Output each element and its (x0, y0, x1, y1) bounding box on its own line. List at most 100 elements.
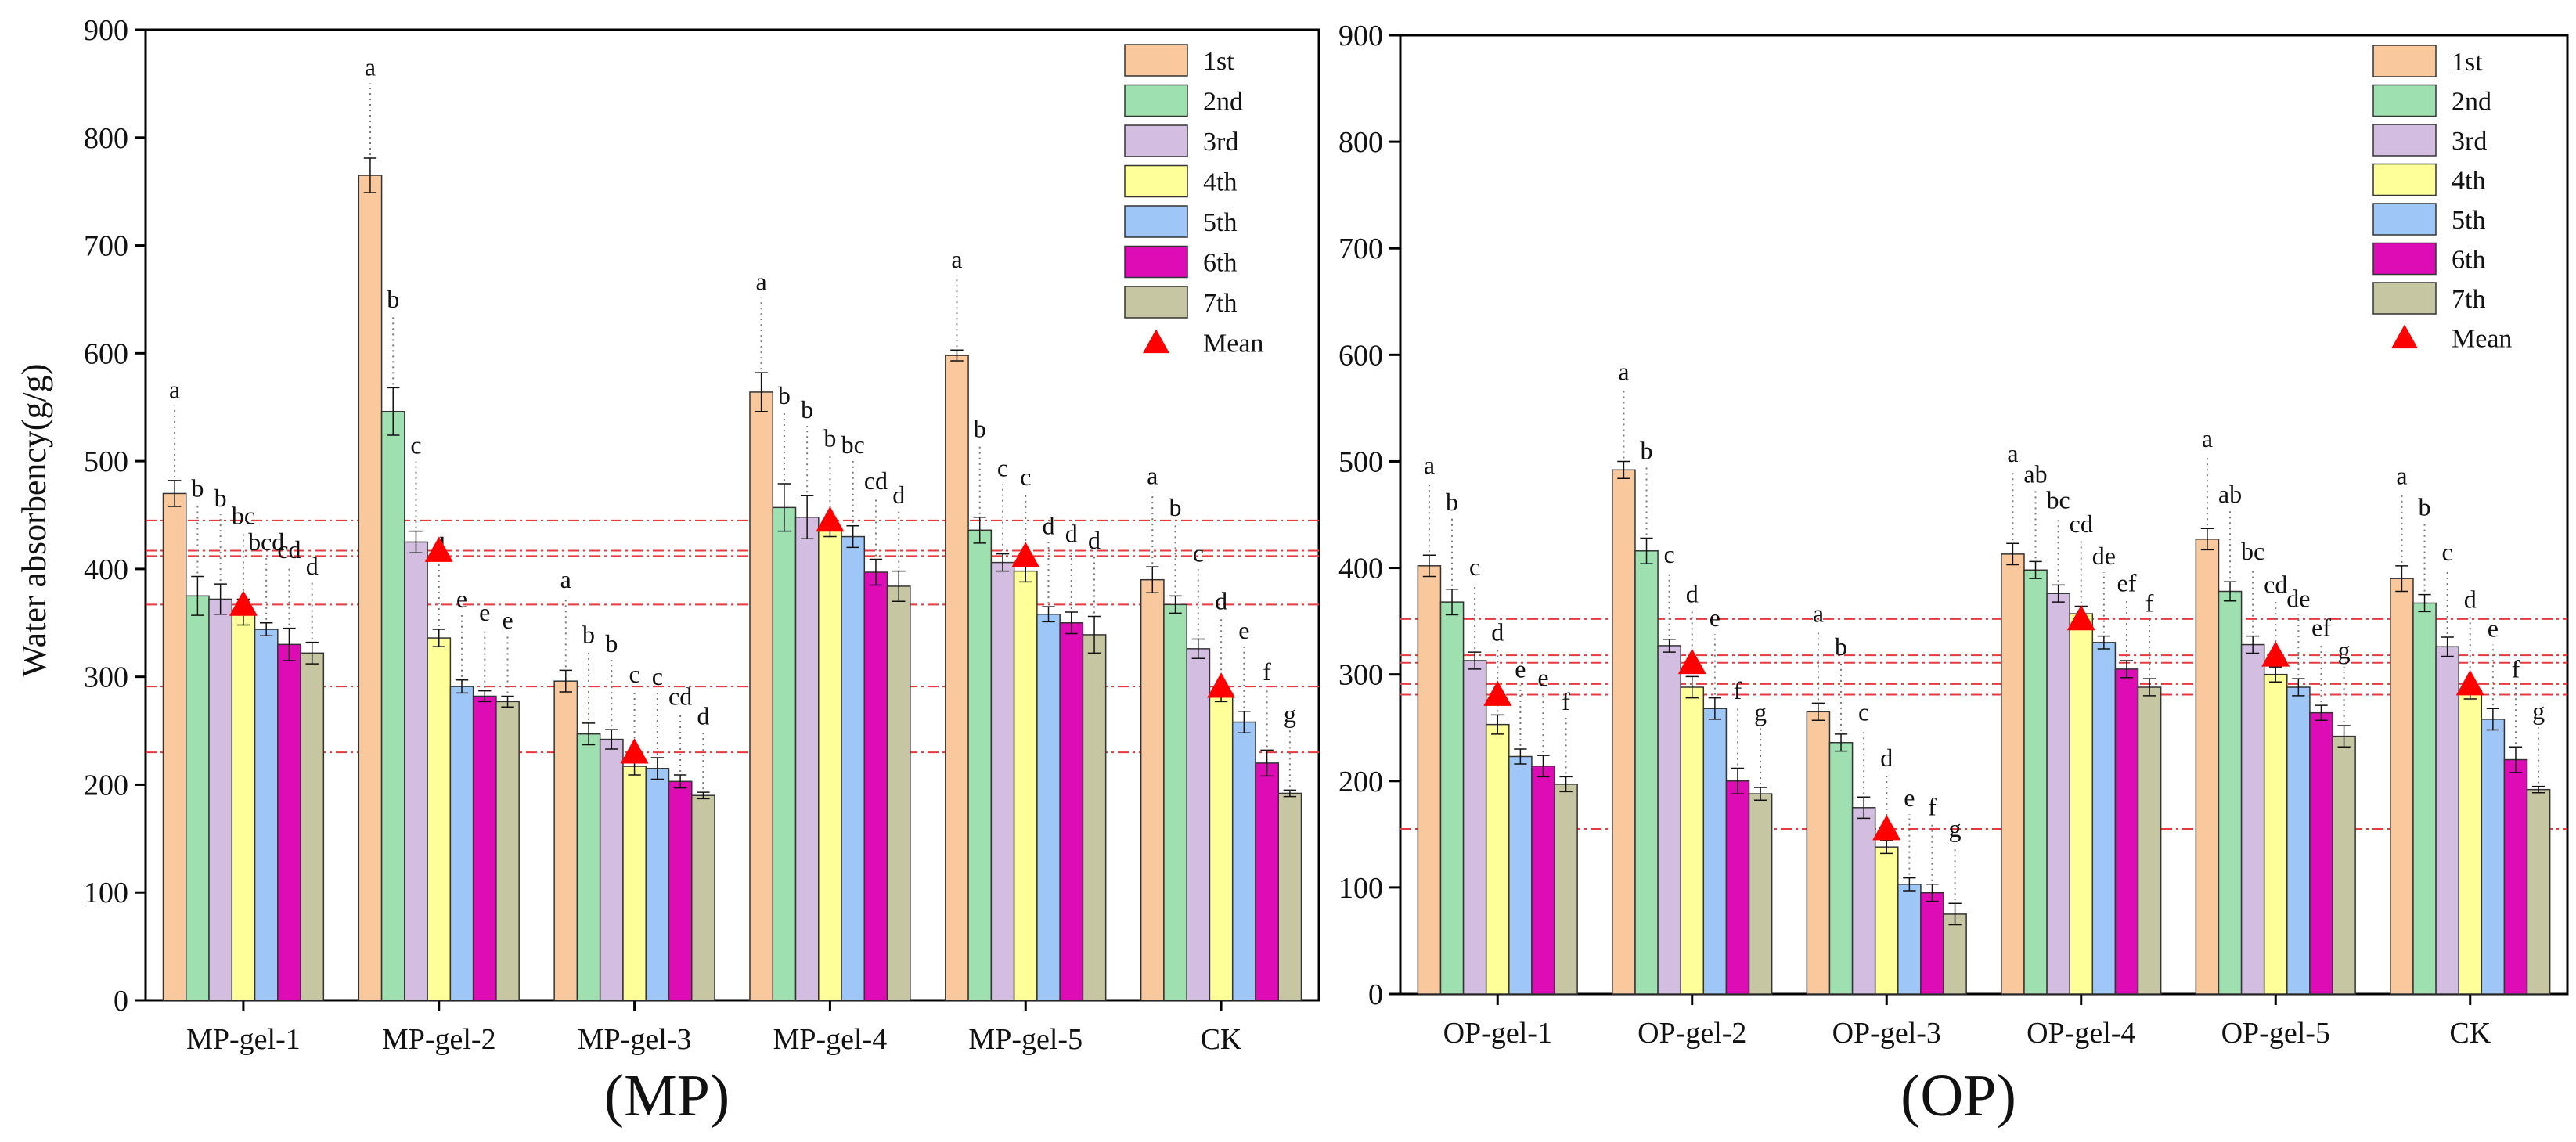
bar (841, 535, 866, 1001)
bar (300, 652, 325, 1001)
bar (449, 686, 474, 1001)
bar (254, 629, 279, 1001)
significance-letter: e (479, 598, 490, 626)
legend-label: 1st (1203, 47, 1234, 76)
significance-letter: cd (2070, 510, 2093, 538)
bar (2263, 673, 2288, 995)
significance-letter: bc (2047, 485, 2070, 513)
significance-letter: c (2442, 538, 2453, 566)
bar (1851, 807, 1876, 995)
significance-letter: d (697, 702, 709, 730)
bar (1657, 645, 1681, 995)
bar (1943, 913, 1967, 995)
significance-letter: b (582, 621, 595, 649)
significance-letter: b (2419, 493, 2431, 521)
significance-letter: d (1686, 580, 1699, 608)
legend-swatch (2372, 45, 2437, 77)
legend-swatch (1124, 286, 1188, 319)
panel-label-op: (OP) (1900, 1063, 2016, 1129)
legend-label: 1st (2452, 48, 2483, 77)
legend-swatch (1124, 124, 1188, 157)
y-tick-label: 0 (113, 985, 128, 1018)
bar (553, 680, 578, 1001)
bar (1508, 755, 1533, 995)
bar (380, 410, 405, 1001)
legend-swatch (1124, 84, 1188, 117)
bar (945, 355, 969, 1001)
bar (1485, 723, 1510, 995)
significance-letter: cd (864, 467, 888, 495)
y-tick-label: 900 (1338, 20, 1383, 52)
bar (358, 175, 383, 1001)
bar (2001, 553, 2025, 995)
mean-marker (424, 536, 453, 562)
significance-letter: de (2286, 584, 2310, 612)
significance-letter: bc (2241, 537, 2264, 565)
y-tick-label: 300 (84, 661, 128, 694)
significance-letter: ef (2311, 614, 2331, 642)
significance-letter: d (2464, 585, 2477, 613)
legend-label: 2nd (1203, 88, 1243, 117)
category-label: MP-gel-2 (382, 1023, 496, 1056)
y-tick-label: 600 (1338, 339, 1383, 372)
significance-letter: de (2092, 542, 2116, 570)
significance-letter: a (951, 245, 962, 273)
significance-letter: b (778, 381, 791, 409)
panel-op: 0 100 200 300 400 500 600 700 800 900 OP-gel-1 OP-g… (1338, 20, 2569, 1050)
significance-letter: e (2488, 614, 2499, 643)
bar (2458, 690, 2483, 995)
bar (1013, 570, 1038, 1001)
significance-letter: c (410, 431, 421, 459)
significance-letter: a (756, 268, 767, 296)
legend-swatch (2372, 203, 2437, 236)
bar (427, 637, 452, 1001)
significance-letter: g (2338, 636, 2351, 665)
y-tick-label: 500 (1338, 445, 1383, 478)
significance-letter: b (801, 395, 813, 423)
bar (495, 701, 520, 1001)
legend-label: 7th (1203, 289, 1237, 318)
bar (2309, 711, 2333, 995)
y-tick-label: 800 (84, 122, 128, 155)
significance-letter: g (1754, 698, 1767, 726)
y-tick-label: 700 (1338, 232, 1383, 265)
bar (1462, 660, 1487, 995)
significance-letter: f (1263, 657, 1271, 686)
bar (2023, 569, 2048, 995)
bar (1612, 469, 1636, 995)
bar (1554, 784, 1578, 995)
bar (2503, 758, 2528, 995)
y-tick-label: 400 (84, 553, 128, 586)
mean-marker (1207, 672, 1236, 698)
y-tick-label: 700 (84, 230, 128, 263)
significance-letter: e (1238, 616, 1249, 644)
category-label: MP-gel-4 (773, 1023, 888, 1056)
legend-swatch (1124, 205, 1188, 238)
significance-letter: c (652, 662, 663, 690)
significance-letter: bc (232, 502, 255, 530)
legend-swatch (2372, 282, 2437, 315)
bar (794, 517, 820, 1001)
bar (1140, 578, 1165, 1001)
significance-letter: a (2007, 439, 2018, 467)
bar (2218, 590, 2243, 995)
legend-mean-marker (1143, 329, 1169, 354)
bar (277, 643, 301, 1001)
significance-letter: d (306, 552, 319, 580)
panel-label-mp: (MP) (604, 1063, 730, 1129)
y-tick-label: 900 (84, 14, 128, 47)
y-tick-label: 300 (1338, 659, 1383, 692)
bar (1920, 892, 1944, 995)
bar (2390, 578, 2414, 995)
category-label: CK (2449, 1017, 2491, 1050)
significance-letter: e (1537, 664, 1548, 692)
significance-letter: d (1088, 526, 1101, 554)
significance-letter: c (1858, 697, 1869, 726)
bar (749, 391, 774, 1001)
bar (2091, 642, 2117, 995)
bar (1874, 846, 1899, 995)
bar (990, 561, 1015, 1001)
significance-letter: bc (841, 431, 865, 459)
bar (2195, 539, 2220, 995)
significance-letter: ab (2218, 480, 2242, 508)
